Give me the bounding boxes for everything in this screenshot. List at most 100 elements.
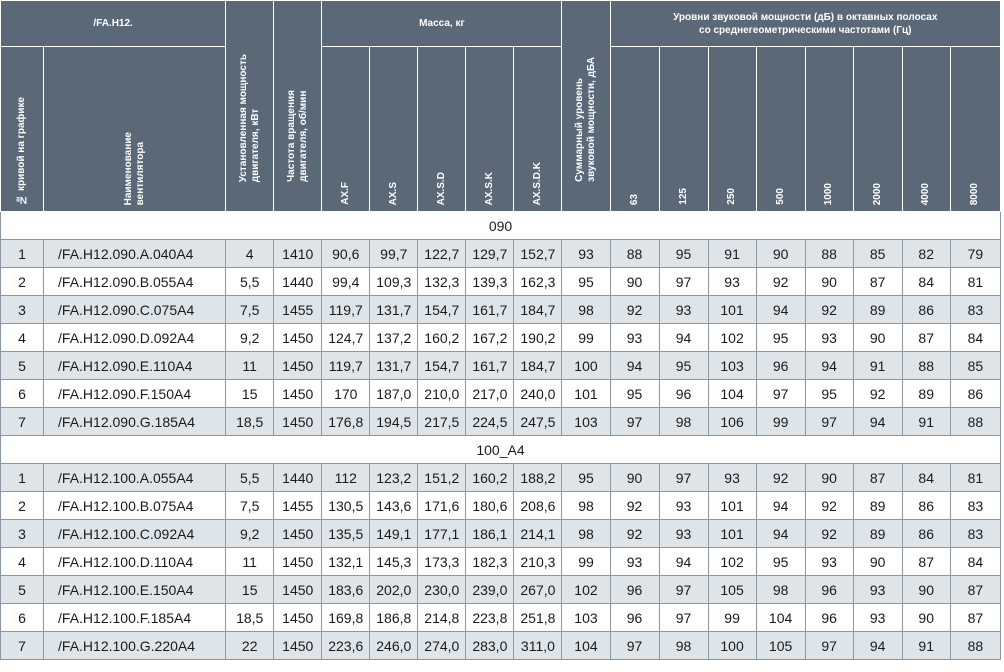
table-cell: 131,7: [369, 295, 419, 324]
table-cell: 1410: [273, 239, 323, 268]
table-cell: 92: [609, 491, 660, 520]
table-cell: 101: [707, 519, 757, 548]
table-cell: 93: [609, 547, 660, 576]
table-cell: 91: [901, 407, 951, 436]
table-cell: 223,6: [321, 631, 371, 660]
table-cell: 87: [852, 463, 903, 492]
power-header: Установленная мощность двигателя, кВт: [225, 0, 275, 212]
table-body: 090 1/FA.H12.090.A.040A4 4 1410 90,6 99,7 122,…: [0, 211, 1002, 660]
table-cell: 93: [658, 491, 709, 520]
table-cell: 103: [561, 603, 611, 632]
table-cell: 3: [0, 295, 45, 324]
table-cell: 101: [561, 379, 611, 408]
table-cell: 87: [949, 603, 1002, 632]
freq-col-header-1000: 1000: [804, 46, 854, 212]
table-cell: 97: [609, 631, 660, 660]
table-cell: 171,6: [417, 491, 467, 520]
table-cell: 84: [901, 267, 951, 296]
table-cell: 267,0: [513, 575, 563, 604]
table-cell: 94: [852, 407, 903, 436]
table-cell: 151,2: [417, 463, 467, 492]
table-row: 6/FA.H12.090.F.150A4 15 1450 170 187,0 210,0 2…: [0, 379, 1002, 408]
table-cell: 188,2: [513, 463, 563, 492]
table-cell: 91: [852, 351, 903, 380]
table-cell: 91: [707, 239, 757, 268]
table-cell: 283,0: [465, 631, 515, 660]
table-cell: 135,5: [321, 519, 371, 548]
table-cell: 95: [755, 547, 806, 576]
table-cell: 2: [0, 267, 45, 296]
table-cell: 1450: [273, 323, 323, 352]
table-cell: 98: [561, 491, 611, 520]
table-cell: 105: [707, 575, 757, 604]
table-row: 1/FA.H12.090.A.040A4 4 1410 90,6 99,7 122,7 12…: [0, 239, 1002, 268]
table-cell: 5: [0, 575, 45, 604]
table-cell: 4: [225, 239, 275, 268]
table-cell: 97: [609, 407, 660, 436]
table-cell: 84: [949, 547, 1002, 576]
table-cell: 105: [755, 631, 806, 660]
table-cell: 22: [225, 631, 275, 660]
table-cell: 87: [901, 547, 951, 576]
table-cell: 98: [561, 295, 611, 324]
table-cell: 5: [0, 351, 45, 380]
table-cell: 89: [852, 295, 903, 324]
table-cell: 90: [901, 575, 951, 604]
table-cell: 217,5: [417, 407, 467, 436]
table-cell: 11: [225, 547, 275, 576]
table-cell: 85: [949, 351, 1002, 380]
table-cell: 167,2: [465, 323, 515, 352]
table-cell: 119,7: [321, 351, 371, 380]
table-cell: 223,8: [465, 603, 515, 632]
table-cell: 1450: [273, 547, 323, 576]
table-cell: 89: [852, 519, 903, 548]
table-cell: 83: [949, 519, 1002, 548]
sound-title: Уровни звуковой мощности (дБ) в октавных…: [609, 0, 1001, 47]
table-cell: 5,5: [225, 267, 275, 296]
table-cell: 89: [852, 491, 903, 520]
table-cell: 98: [561, 519, 611, 548]
table-row: 2/FA.H12.100.B.075A4 7,5 1455 130,5 143,6 171…: [0, 491, 1002, 520]
fan-name-cell: /FA.H12.100.B.075A4: [43, 491, 227, 520]
table-cell: 1440: [273, 267, 323, 296]
table-cell: 91: [901, 631, 951, 660]
table-cell: 160,2: [465, 463, 515, 492]
table-cell: 96: [609, 575, 660, 604]
table-cell: 1: [0, 463, 45, 492]
table-cell: 90: [609, 463, 660, 492]
table-cell: 94: [755, 491, 806, 520]
table-cell: 81: [949, 267, 1002, 296]
table-row: 7/FA.H12.090.G.185A4 18,5 1450 176,8 194,5 21…: [0, 407, 1002, 436]
table-row: 7/FA.H12.100.G.220A4 22 1450 223,6 246,0 274,…: [0, 631, 1002, 660]
table-cell: 95: [658, 351, 709, 380]
table-cell: 161,7: [465, 351, 515, 380]
table-cell: 246,0: [369, 631, 419, 660]
table-cell: 98: [658, 631, 709, 660]
table-cell: 88: [901, 351, 951, 380]
table-row: 5/FA.H12.090.E.110A4 11 1450 119,7 131,7 154,…: [0, 351, 1002, 380]
table-cell: 93: [658, 295, 709, 324]
table-cell: 3: [0, 519, 45, 548]
table-cell: 112: [321, 463, 371, 492]
table-cell: 92: [755, 463, 806, 492]
table-cell: 96: [804, 603, 854, 632]
table-cell: 214,1: [513, 519, 563, 548]
table-cell: 1450: [273, 603, 323, 632]
table-cell: 102: [561, 575, 611, 604]
table-cell: 95: [755, 323, 806, 352]
table-cell: 184,7: [513, 351, 563, 380]
curve-number-header: № кривой на графике: [0, 46, 45, 212]
table-cell: 92: [609, 519, 660, 548]
table-cell: 99: [707, 603, 757, 632]
mass-col-header-2: AX.S: [369, 46, 419, 212]
freq-col-header-500: 500: [755, 46, 806, 212]
table-cell: 162,3: [513, 267, 563, 296]
fan-name-cell: /FA.H12.090.C.075A4: [43, 295, 227, 324]
table-cell: 104: [755, 603, 806, 632]
table-cell: 97: [658, 603, 709, 632]
table-cell: 11: [225, 351, 275, 380]
table-cell: 208,6: [513, 491, 563, 520]
table-cell: 93: [852, 603, 903, 632]
fan-name-cell: /FA.H12.090.D.092A4: [43, 323, 227, 352]
table-cell: 86: [949, 379, 1002, 408]
